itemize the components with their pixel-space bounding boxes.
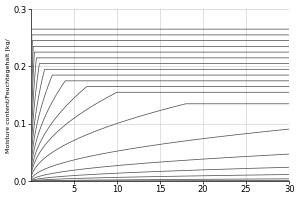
- Y-axis label: Moisture content/Feuchtegehalt [kg/: Moisture content/Feuchtegehalt [kg/: [6, 38, 10, 153]
